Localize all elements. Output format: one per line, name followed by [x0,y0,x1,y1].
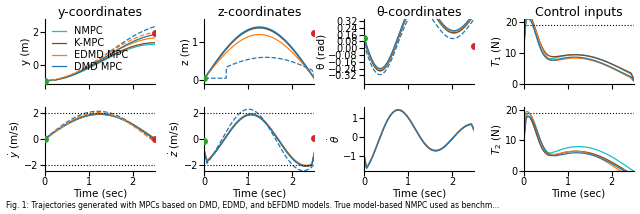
K-MPC [134,44,141,46]
Line: K-MPC: K-MPC [45,43,155,81]
Title: y-coordinates: y-coordinates [58,6,142,19]
Y-axis label: θ (rad): θ (rad) [317,34,326,69]
EDMD MPC [106,53,114,55]
NMPC [41,79,49,82]
K-MPC [106,55,114,58]
NMPC [106,56,114,58]
Y-axis label: $\dot{z}$ (m/s): $\dot{z}$ (m/s) [168,120,182,157]
Line: NMPC: NMPC [45,44,155,81]
Text: Fig. 1: Trajectories generated with MPCs based on DMD, EDMD, and bEFDMD models. : Fig. 1: Trajectories generated with MPCs… [6,201,500,210]
EDMD MPC [41,79,49,82]
Line: DMD MPC: DMD MPC [45,35,155,81]
K-MPC [41,79,49,82]
K-MPC [141,42,148,45]
EDMD MPC [42,79,49,82]
Y-axis label: $T_2$ (N): $T_2$ (N) [490,123,504,155]
Y-axis label: $\dot{\theta}$: $\dot{\theta}$ [327,135,342,143]
DMD MPC [41,79,49,82]
DMD MPC [134,38,141,41]
NMPC [134,45,142,48]
EDMD MPC [134,40,141,43]
K-MPC [106,55,114,57]
NMPC [109,55,116,57]
EDMD MPC [141,38,148,41]
Legend: NMPC, K-MPC, EDMD MPC, DMD MPC: NMPC, K-MPC, EDMD MPC, DMD MPC [50,24,130,74]
X-axis label: Time (sec): Time (sec) [392,189,446,199]
DMD MPC [108,52,116,54]
NMPC [42,79,49,82]
NMPC [42,79,49,82]
EDMD MPC [151,37,159,39]
Line: EDMD MPC: EDMD MPC [45,38,155,81]
K-MPC [151,42,159,44]
NMPC [107,56,115,58]
Y-axis label: $\dot{y}$ (m/s): $\dot{y}$ (m/s) [8,120,23,158]
X-axis label: Time (sec): Time (sec) [552,189,605,199]
X-axis label: Time (sec): Time (sec) [73,189,127,199]
Title: z-coordinates: z-coordinates [217,6,301,19]
EDMD MPC [106,53,114,55]
K-MPC [108,54,116,56]
NMPC [150,43,158,46]
Y-axis label: z (m): z (m) [180,38,191,65]
Title: θ-coordinates: θ-coordinates [376,6,461,19]
NMPC [141,44,148,46]
DMD MPC [42,79,49,82]
DMD MPC [141,36,148,38]
DMD MPC [106,53,114,55]
DMD MPC [151,33,159,36]
K-MPC [42,79,49,82]
Y-axis label: $T_1$ (N): $T_1$ (N) [490,36,504,67]
DMD MPC [106,53,114,56]
NMPC [151,43,159,46]
EDMD MPC [108,52,116,54]
X-axis label: Time (sec): Time (sec) [232,189,287,199]
Y-axis label: y (m): y (m) [21,38,31,65]
Title: Control inputs: Control inputs [535,6,622,19]
